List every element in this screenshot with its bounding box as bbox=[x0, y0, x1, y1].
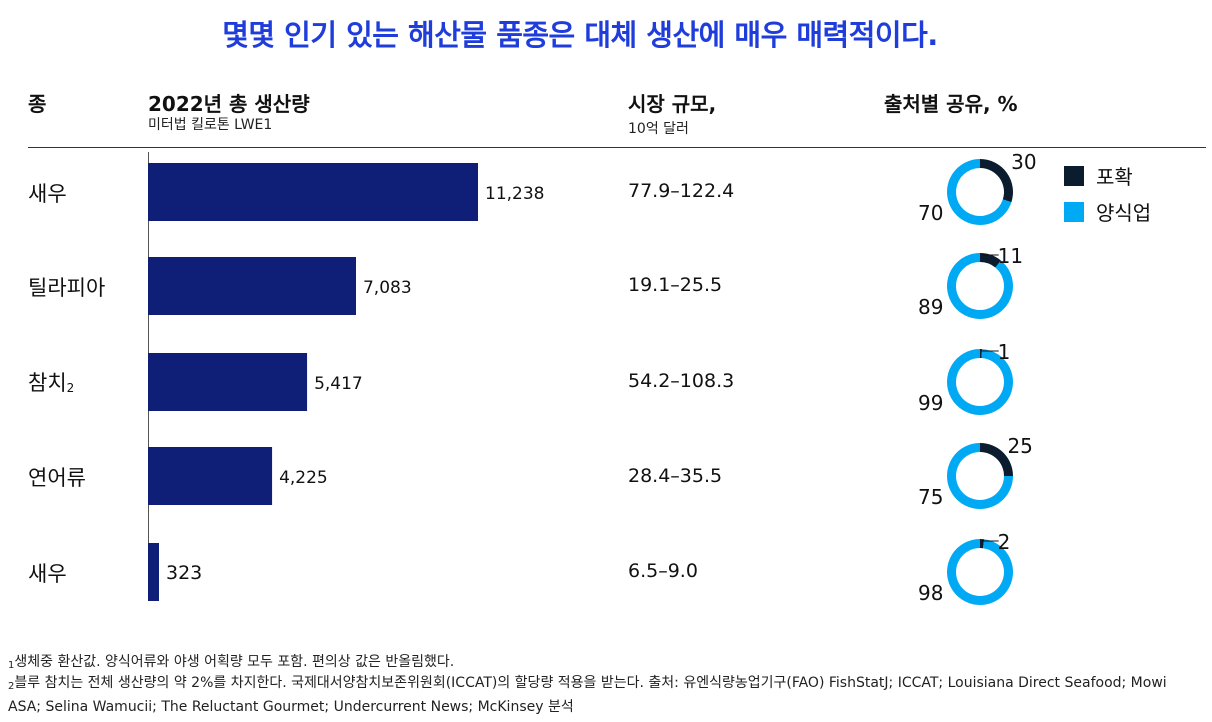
row-label-3: 연어류 bbox=[28, 462, 86, 492]
production-bar bbox=[148, 543, 159, 601]
production-value-label: 11,238 bbox=[485, 184, 544, 204]
species-name: 틸라피아 bbox=[28, 276, 106, 300]
donut-slice-catch bbox=[980, 253, 1002, 268]
donut-label-catch: 25 bbox=[1007, 434, 1032, 458]
species-name: 참치 bbox=[28, 371, 67, 395]
donut-label-catch: 30 bbox=[1011, 150, 1036, 174]
market-size-3: 28.4–35.5 bbox=[628, 465, 723, 487]
legend-label-farm: 양식업 bbox=[1096, 201, 1152, 225]
production-bar bbox=[148, 353, 308, 411]
donut-label-farm: 89 bbox=[918, 295, 943, 319]
donut-slice-catch bbox=[980, 443, 1013, 476]
header-share: 출처별 공유, % bbox=[884, 92, 1018, 116]
footnote-text: 블루 참치는 전체 생산량의 약 2%를 차지한다. 국제대서양참치보존위원회(… bbox=[8, 675, 1167, 715]
header-market: 시장 규모, bbox=[628, 92, 717, 116]
row-label-4: 새우 bbox=[28, 558, 67, 588]
page-title: 몇몇 인기 있는 해산물 품종은 대체 생산에 매우 매력적이다. bbox=[222, 18, 938, 52]
header-production-unit: 미터법 킬로톤 LWE1 bbox=[148, 117, 273, 133]
market-size-1: 19.1–25.5 bbox=[628, 274, 723, 296]
donut-label-farm: 99 bbox=[918, 391, 943, 415]
market-size-2: 54.2–108.3 bbox=[628, 370, 735, 392]
legend-label-catch: 포확 bbox=[1096, 165, 1133, 189]
donut-slice-catch bbox=[980, 159, 1014, 203]
species-name: 연어류 bbox=[28, 466, 86, 490]
footnote-2: 2블루 참치는 전체 생산량의 약 2%를 차지한다. 국제대서양참치보존위원회… bbox=[8, 673, 1198, 717]
footnote-marker: 2 bbox=[66, 381, 75, 395]
production-value-label: 7,083 bbox=[363, 278, 412, 298]
market-size-4: 6.5–9.0 bbox=[628, 560, 698, 582]
row-label-2: 참치2 bbox=[28, 367, 74, 397]
legend-swatch-farm bbox=[1064, 202, 1084, 222]
donut-label-catch: 11 bbox=[998, 244, 1023, 268]
donut-slice-catch bbox=[980, 349, 983, 359]
species-name: 새우 bbox=[28, 562, 67, 586]
production-value-label: 5,417 bbox=[314, 374, 363, 394]
legend-swatch-catch bbox=[1064, 166, 1084, 186]
footnote-marker: 1 bbox=[8, 660, 15, 671]
footnote-1: 1생체중 환산값. 양식어류와 야생 어획량 모두 포함. 편의상 값은 반올림… bbox=[8, 652, 1198, 676]
header-species: 종 bbox=[28, 92, 47, 116]
donut-label-farm: 75 bbox=[918, 485, 943, 509]
donut-label-catch: 1 bbox=[998, 340, 1011, 364]
production-bar bbox=[148, 163, 478, 221]
row-label-0: 새우 bbox=[28, 178, 67, 208]
species-name: 새우 bbox=[28, 182, 67, 206]
donut-label-catch: 2 bbox=[998, 530, 1011, 554]
header-divider bbox=[28, 147, 1206, 148]
donut-label-farm: 98 bbox=[918, 581, 943, 605]
production-value-label: 323 bbox=[166, 562, 202, 584]
header-market-unit: 10억 달러 bbox=[628, 121, 689, 137]
donut-label-farm: 70 bbox=[918, 201, 943, 225]
production-value-label: 4,225 bbox=[279, 468, 328, 488]
row-label-1: 틸라피아 bbox=[28, 272, 105, 302]
footnote-text: 생체중 환산값. 양식어류와 야생 어획량 모두 포함. 편의상 값은 반올림했… bbox=[14, 654, 455, 670]
production-bar bbox=[148, 447, 273, 505]
market-size-0: 77.9–122.4 bbox=[628, 180, 735, 202]
header-production: 2022년 총 생산량 bbox=[148, 92, 310, 116]
footnote-marker: 2 bbox=[8, 681, 15, 692]
production-bar bbox=[148, 257, 356, 315]
